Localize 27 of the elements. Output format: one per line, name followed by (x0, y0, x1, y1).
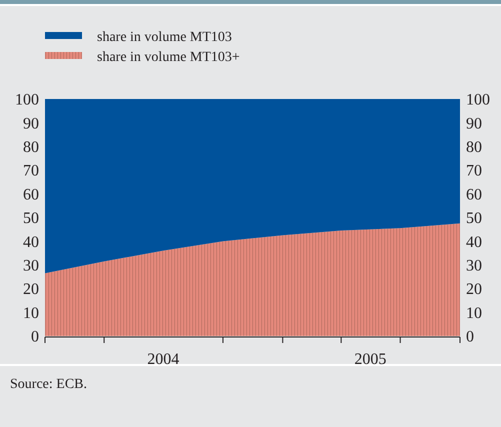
source-note: Source: ECB. (10, 377, 87, 392)
y2-tick-label: 40 (466, 234, 482, 251)
y-tick-label: 100 (15, 92, 39, 109)
y2-tick-label: 0 (466, 328, 474, 346)
y2-tick-label: 80 (466, 139, 482, 156)
y-tick-label: 0 (31, 328, 39, 346)
y2-tick-label: 60 (466, 186, 482, 204)
y2-tick-label: 10 (466, 304, 482, 322)
y-tick-label: 60 (23, 186, 39, 204)
x-tick-label: 2005 (354, 351, 386, 368)
y-tick-label: 70 (23, 162, 39, 180)
y-tick-label: 30 (23, 258, 39, 274)
y-tick-label: 40 (23, 234, 39, 251)
y2-tick-label: 90 (466, 115, 482, 132)
y2-tick-label: 100 (466, 92, 490, 109)
y-tick-label: 50 (23, 210, 39, 228)
y2-tick-label: 30 (466, 258, 482, 274)
legend-label: share in volume MT103+ (97, 50, 240, 65)
y-tick-label: 20 (23, 281, 39, 298)
legend-label: share in volume MT103 (97, 30, 232, 45)
y2-tick-label: 70 (466, 162, 482, 180)
y2-tick-label: 20 (466, 281, 482, 298)
y-tick-label: 90 (23, 115, 39, 132)
y2-tick-label: 50 (466, 210, 482, 228)
x-tick-label: 2004 (147, 351, 180, 368)
y-tick-label: 80 (23, 139, 39, 156)
y-tick-label: 10 (23, 304, 39, 322)
